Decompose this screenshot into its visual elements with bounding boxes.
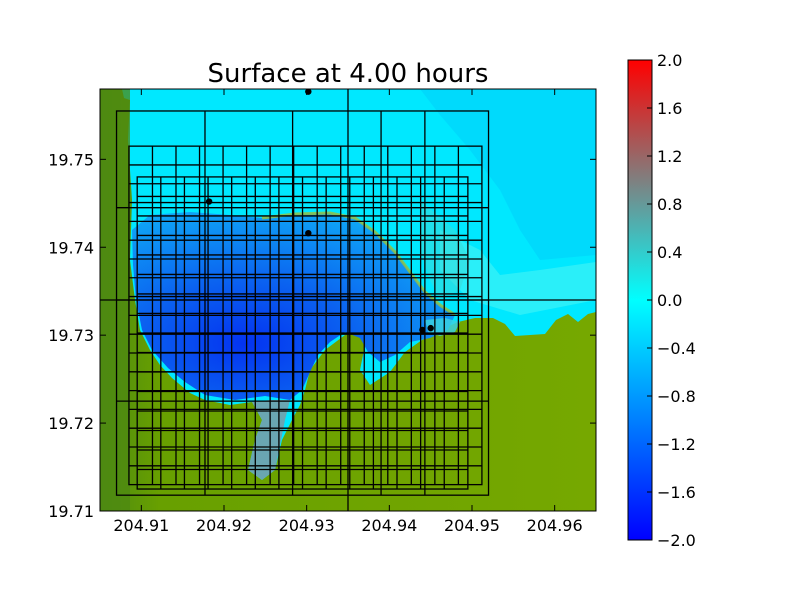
x-tick-label: 204.92 (196, 516, 252, 535)
y-tick-label: 19.72 (48, 414, 94, 433)
colorbar-tick-label: 0.8 (657, 195, 682, 214)
grid-level4 (136, 176, 469, 490)
gauge-point (305, 229, 312, 237)
land-region (100, 89, 596, 511)
x-tick-label: 204.94 (361, 516, 417, 535)
offshore-light-zone (440, 230, 596, 315)
colorbar-tick-label: 0.0 (657, 291, 682, 310)
colorbar-tick-label: −1.6 (657, 483, 696, 502)
colorbar-tick-label: −0.4 (657, 339, 696, 358)
colorbar-tick-label: 0.4 (657, 243, 682, 262)
grid-level2-border (115, 110, 490, 496)
colorbar: 2.0 1.6 1.2 0.8 0.4 0.0 −0.4 −0.8 −1.2 −1.6 −2.0 (627, 51, 696, 550)
y-tick-label: 19.73 (48, 326, 94, 345)
gauge-point (427, 324, 434, 332)
colorbar-tick-label: −0.8 (657, 387, 696, 406)
colorbar-ticks: 2.0 1.6 1.2 0.8 0.4 0.0 −0.4 −0.8 −1.2 −1.6 −2.0 (647, 51, 696, 550)
x-tick-label: 204.91 (113, 516, 169, 535)
gauge-markers (205, 88, 434, 334)
y-tick-label: 19.74 (48, 238, 94, 257)
colorbar-tick-label: 1.6 (657, 99, 682, 118)
colorbar-tick-label: −2.0 (657, 531, 696, 550)
chart-title: Surface at 4.00 hours (208, 59, 489, 89)
harbour-patch (425, 318, 460, 336)
colorbar-tick-label: 1.2 (657, 147, 682, 166)
gauge-point (419, 326, 426, 334)
amr-grid-lines (100, 89, 596, 511)
y-tick-label: 19.75 (48, 150, 94, 169)
x-tick-label: 204.95 (444, 516, 500, 535)
x-axis: 204.91 204.92 204.93 204.94 204.95 204.96 (113, 89, 583, 535)
x-tick-label: 204.93 (279, 516, 335, 535)
y-tick-label: 19.71 (48, 502, 94, 521)
colorbar-tick-label: 2.0 (657, 51, 682, 70)
offshore-deep-zone (130, 89, 596, 260)
x-tick-label: 204.96 (527, 516, 583, 535)
gauge-point (205, 198, 213, 205)
y-axis: 19.71 19.72 19.73 19.74 19.75 (48, 150, 596, 521)
colorbar-tick-label: −1.2 (657, 435, 696, 454)
plot-frame (99, 88, 597, 512)
bay-coast-edge (261, 211, 456, 317)
